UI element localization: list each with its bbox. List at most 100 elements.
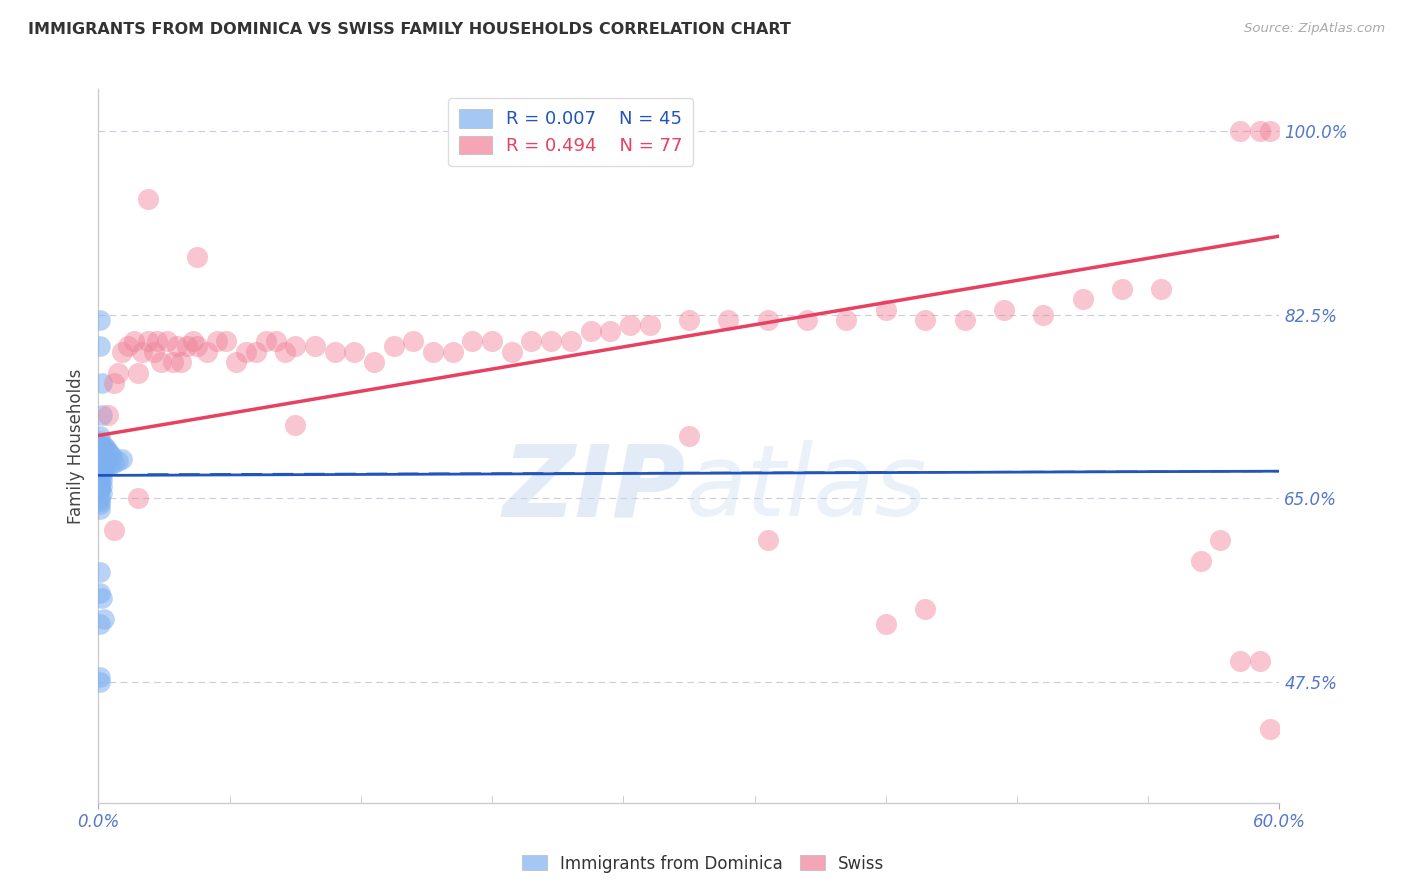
Point: [186, 339, 208, 353]
Point: [103, 456, 125, 470]
Point: [181, 334, 204, 348]
Point: [284, 339, 307, 353]
Point: [481, 334, 503, 348]
Point: [91, 591, 114, 606]
Text: atlas: atlas: [686, 441, 928, 537]
Point: [89, 565, 111, 579]
Point: [89, 475, 111, 490]
Point: [98, 447, 121, 461]
Point: [91, 468, 114, 483]
Point: [796, 313, 818, 327]
Text: ZIP: ZIP: [503, 441, 686, 537]
Point: [678, 428, 700, 442]
Point: [245, 344, 267, 359]
Point: [111, 451, 134, 466]
Point: [560, 334, 582, 348]
Point: [1209, 533, 1232, 548]
Point: [875, 302, 897, 317]
Point: [91, 473, 114, 487]
Point: [1111, 282, 1133, 296]
Point: [225, 355, 247, 369]
Point: [91, 455, 114, 469]
Point: [461, 334, 484, 348]
Point: [264, 334, 287, 348]
Point: [89, 617, 111, 632]
Point: [274, 344, 297, 359]
Point: [170, 355, 193, 369]
Point: [93, 441, 115, 455]
Point: [195, 344, 218, 359]
Point: [91, 444, 114, 458]
Point: [89, 481, 111, 495]
Point: [89, 497, 111, 511]
Point: [1229, 124, 1251, 138]
Point: [96, 441, 118, 455]
Point: [186, 250, 208, 264]
Point: [599, 324, 621, 338]
Point: [91, 408, 114, 422]
Point: [235, 344, 257, 359]
Point: [343, 344, 366, 359]
Point: [1249, 124, 1271, 138]
Point: [117, 339, 139, 353]
Point: [111, 344, 134, 359]
Point: [756, 313, 779, 327]
Point: [304, 339, 326, 353]
Point: [89, 434, 111, 448]
Point: [254, 334, 277, 348]
Point: [89, 428, 111, 442]
Point: [91, 479, 114, 493]
Point: [131, 344, 153, 359]
Point: [540, 334, 562, 348]
Point: [579, 324, 602, 338]
Point: [150, 355, 173, 369]
Point: [97, 408, 120, 422]
Point: [284, 417, 307, 432]
Point: [1189, 554, 1212, 568]
Point: [136, 334, 159, 348]
Point: [107, 453, 129, 467]
Text: Source: ZipAtlas.com: Source: ZipAtlas.com: [1244, 22, 1385, 36]
Point: [89, 502, 111, 516]
Point: [1032, 308, 1054, 322]
Point: [93, 439, 115, 453]
Point: [756, 533, 779, 548]
Point: [441, 344, 464, 359]
Point: [91, 376, 114, 390]
Point: [1258, 723, 1281, 737]
Legend: R = 0.007    N = 45, R = 0.494    N = 77: R = 0.007 N = 45, R = 0.494 N = 77: [449, 98, 693, 166]
Point: [678, 313, 700, 327]
Point: [136, 193, 159, 207]
Point: [89, 313, 111, 327]
Point: [717, 313, 740, 327]
Point: [103, 376, 125, 390]
Point: [1229, 654, 1251, 668]
Point: [89, 481, 111, 495]
Point: [89, 339, 111, 353]
Point: [993, 302, 1015, 317]
Point: [875, 617, 897, 632]
Point: [422, 344, 444, 359]
Point: [501, 344, 523, 359]
Point: [89, 670, 111, 684]
Point: [166, 339, 188, 353]
Point: [89, 483, 111, 497]
Point: [122, 334, 145, 348]
Point: [89, 439, 111, 453]
Point: [89, 491, 111, 506]
Point: [382, 339, 405, 353]
Point: [402, 334, 425, 348]
Point: [162, 355, 184, 369]
Point: [142, 344, 165, 359]
Point: [97, 444, 120, 458]
Point: [89, 675, 111, 690]
Legend: Immigrants from Dominica, Swiss: Immigrants from Dominica, Swiss: [515, 848, 891, 880]
Point: [93, 460, 115, 475]
Point: [363, 355, 385, 369]
Point: [146, 334, 169, 348]
Point: [638, 318, 661, 333]
Point: [89, 465, 111, 479]
Point: [89, 470, 111, 484]
Point: [93, 462, 115, 476]
Point: [96, 460, 118, 475]
